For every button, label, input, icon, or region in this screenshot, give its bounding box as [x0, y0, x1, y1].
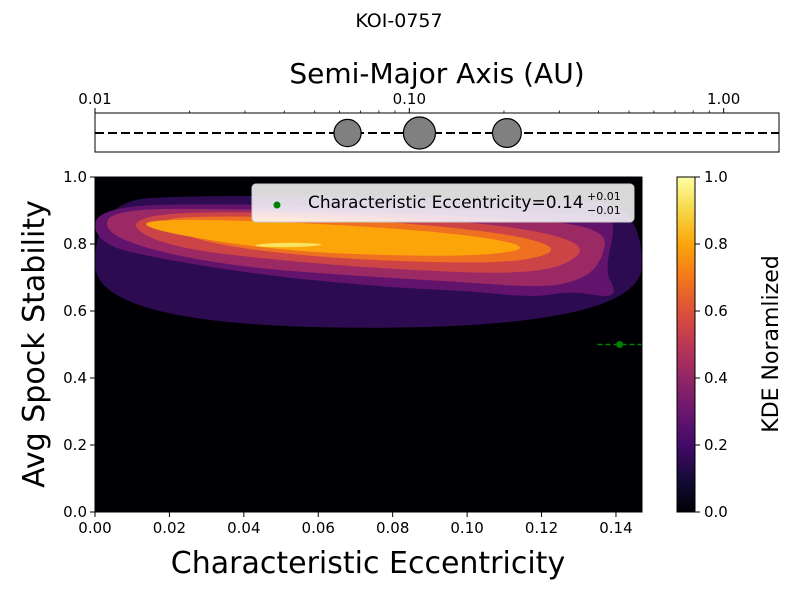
kde-panel: 0.00 0.02 0.04 0.06 0.08 0.10 0.12 0.14 0.00.20… [17, 168, 643, 581]
kde-y-tick-label: 0.6 [63, 302, 87, 320]
colorbar-tick-label: 1.0 [704, 168, 728, 186]
kde-contour-level [255, 242, 322, 248]
kde-x-tick-label: 0.14 [599, 519, 632, 537]
figure-title: KOI-0757 [355, 10, 442, 32]
kde-y-tick-group: 0.0 0.2 0.4 0.6 0.8 1.0 [63, 168, 95, 521]
colorbar-gradient [676, 176, 696, 513]
legend-sub: −0.01 [587, 204, 621, 217]
kde-y-tick-label: 1.0 [63, 168, 87, 186]
orbit-frame [94, 112, 780, 153]
colorbar-label: KDE Noramlized [759, 255, 784, 432]
kde-x-tick-label: 0.00 [78, 519, 111, 537]
kde-contours [95, 196, 642, 328]
colorbar: 0.0 0.2 0.4 0.6 0.8 1.0 KDE Noramlized [676, 168, 784, 521]
kde-x-tick-label: 0.02 [153, 519, 186, 537]
kde-x-tick-label: 0.08 [376, 519, 409, 537]
colorbar-tick-group: 0.0 0.2 0.4 0.6 0.8 1.0 [695, 168, 728, 521]
colorbar-tick-label: 0.0 [704, 503, 728, 521]
kde-y-tick-label: 0.8 [63, 235, 87, 253]
orbit-tick-label: 0.10 [393, 90, 426, 108]
orbit-tick-label: 1.00 [707, 90, 740, 108]
kde-legend: Characteristic Eccentricity=0.14 +0.01 −… [251, 183, 635, 223]
colorbar-tick-label: 0.6 [704, 302, 728, 320]
orbit-planet-group [333, 116, 522, 150]
kde-x-tick-label: 0.10 [450, 519, 483, 537]
eccentricity-point [616, 341, 624, 348]
kde-contour-level [146, 219, 521, 256]
kde-x-tick-label: 0.06 [302, 519, 335, 537]
planet-marker [402, 116, 437, 150]
kde-y-axis-label: Avg Spock Stability [17, 200, 52, 488]
kde-frame [94, 176, 643, 513]
orbit-tick-label: 0.01 [78, 90, 111, 108]
kde-y-tick-label: 0.4 [63, 369, 87, 387]
legend-label: Characteristic Eccentricity=0.14 [308, 193, 584, 213]
orbit-panel: Semi-Major Axis (AU) 0.01 0.10 1.00 [78, 57, 780, 153]
legend-box [251, 183, 635, 223]
orbit-axis-title: Semi-Major Axis (AU) [289, 57, 584, 90]
colorbar-tick-label: 0.4 [704, 369, 728, 387]
planet-marker [491, 117, 522, 148]
kde-y-tick-label: 0.2 [63, 436, 87, 454]
kde-y-tick-label: 0.0 [63, 503, 87, 521]
kde-x-tick-label: 0.12 [525, 519, 558, 537]
kde-low-region [95, 328, 642, 512]
colorbar-tick-label: 0.2 [704, 436, 728, 454]
planet-marker [333, 118, 362, 148]
legend-label-main: Characteristic Eccentricity=0.14 [308, 193, 584, 213]
kde-x-tick-group: 0.00 0.02 0.04 0.06 0.08 0.10 0.12 0.14 [78, 512, 633, 537]
kde-x-tick-label: 0.04 [227, 519, 260, 537]
kde-x-axis-label: Characteristic Eccentricity [171, 546, 565, 581]
eccentricity-point-group [597, 341, 642, 348]
legend-sup: +0.01 [587, 190, 621, 203]
legend-marker [273, 201, 281, 209]
colorbar-tick-label: 0.8 [704, 235, 728, 253]
orbit-tick-group: 0.01 0.10 1.00 [78, 90, 740, 113]
